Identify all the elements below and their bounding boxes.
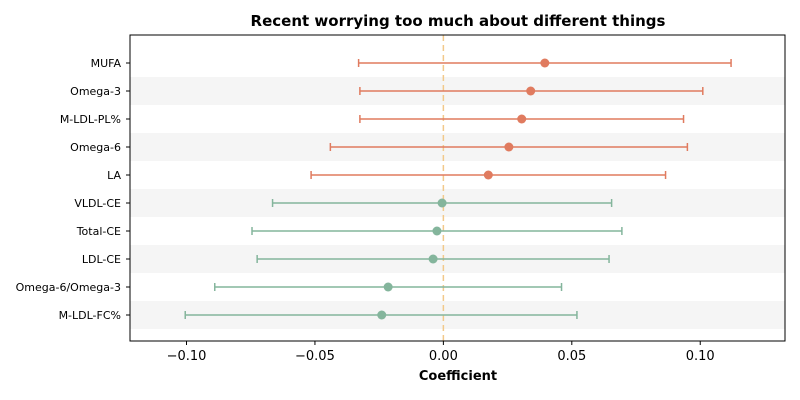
estimate-row <box>359 114 685 124</box>
x-tick-label: 0.00 <box>429 349 458 364</box>
y-tick-label: Omega-6 <box>70 141 121 154</box>
estimate-row <box>214 282 563 292</box>
estimate-row <box>251 226 623 236</box>
point-estimate <box>483 170 493 180</box>
plot-frame <box>129 34 786 342</box>
point-estimate <box>504 142 514 152</box>
y-tick-label: Omega-3 <box>70 85 121 98</box>
y-tick-label: LDL-CE <box>82 253 121 266</box>
point-estimate <box>428 254 438 264</box>
point-estimate <box>517 114 527 124</box>
x-tick-label: 0.05 <box>557 349 586 364</box>
estimate-row <box>329 142 689 152</box>
y-axis-ticks: MUFA Omega-3 M-LDL-PL% Omega-6 LA VLDL-CE Tota… <box>16 57 130 322</box>
point-estimate <box>526 86 536 96</box>
x-axis-ticks: −0.10 −0.05 0.00 0.05 0.10 <box>167 341 715 364</box>
estimate-row <box>184 310 578 320</box>
y-tick-label: M-LDL-PL% <box>60 113 121 126</box>
point-estimate <box>540 58 550 68</box>
y-tick-label: M-LDL-FC% <box>59 309 121 322</box>
y-tick-label: Total-CE <box>76 225 121 238</box>
x-tick-label: −0.10 <box>167 349 207 364</box>
point-estimate <box>432 226 442 236</box>
y-tick-label: LA <box>107 169 121 182</box>
y-tick-label: Omega-6/Omega-3 <box>16 281 121 294</box>
chart-title: Recent worrying too much about different… <box>251 12 666 30</box>
estimate-row <box>271 198 613 208</box>
y-tick-label: VLDL-CE <box>74 197 121 210</box>
x-tick-label: −0.05 <box>295 349 335 364</box>
estimate-row <box>359 86 704 96</box>
estimate-row <box>256 254 610 264</box>
point-estimate <box>377 310 387 320</box>
estimate-row <box>357 58 732 68</box>
x-tick-label: 0.10 <box>686 349 715 364</box>
y-tick-label: MUFA <box>91 57 122 70</box>
estimate-rows <box>184 58 732 320</box>
x-axis-label: Coefficient <box>419 369 497 384</box>
estimate-row <box>310 170 667 180</box>
point-estimate <box>383 282 393 292</box>
point-estimate <box>437 198 447 208</box>
